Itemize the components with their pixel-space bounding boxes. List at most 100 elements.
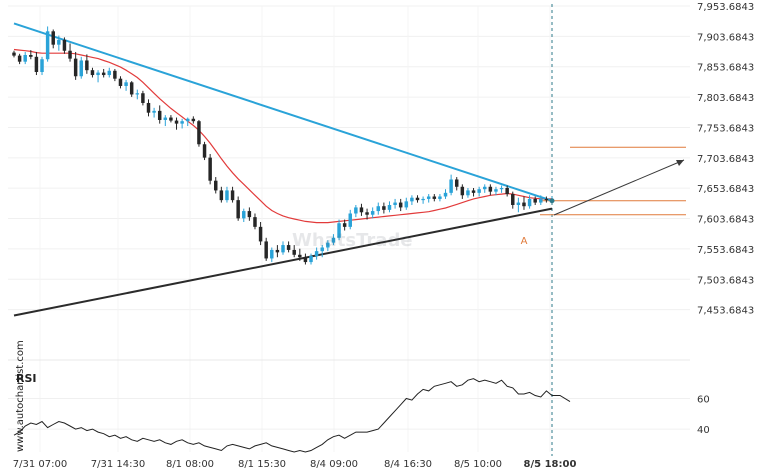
- candle-body: [342, 223, 347, 227]
- candle-body: [337, 223, 341, 238]
- candle-body: [23, 54, 27, 62]
- candle: [398, 198, 403, 212]
- candle: [331, 234, 336, 246]
- candle: [376, 202, 381, 215]
- candle: [135, 89, 140, 100]
- candle-body: [219, 190, 224, 201]
- time-tick-label: 8/5 18:00: [524, 459, 577, 470]
- side-watermark: www.autochartist.com: [15, 340, 26, 452]
- levels: [540, 146, 686, 216]
- candle: [286, 241, 291, 253]
- candle: [214, 177, 218, 194]
- candle-body: [432, 196, 437, 199]
- candle: [29, 50, 33, 60]
- candle: [40, 56, 44, 76]
- candle-body: [68, 50, 72, 59]
- candle-body: [499, 187, 504, 190]
- candle-body: [331, 237, 336, 243]
- candle-body: [320, 247, 324, 252]
- candle-body: [398, 202, 403, 208]
- candle-body: [57, 39, 61, 45]
- candle-body: [298, 254, 302, 258]
- candle: [471, 187, 476, 197]
- candle-body: [533, 198, 537, 203]
- candle-body: [146, 102, 151, 113]
- candle-body: [79, 60, 83, 77]
- price-tick-label: 7,703.6843: [697, 154, 754, 165]
- candle-body: [426, 196, 431, 199]
- candle-body: [292, 249, 296, 255]
- candle-body: [483, 186, 487, 190]
- time-tick-label: 8/4 16:30: [384, 459, 432, 470]
- candle-body: [225, 190, 229, 201]
- candle-body: [516, 202, 521, 205]
- candle-body: [539, 198, 543, 203]
- candle-body: [365, 212, 369, 215]
- candle: [101, 68, 106, 78]
- time-tick-label: 8/4 09:00: [310, 459, 358, 470]
- candle: [460, 184, 465, 199]
- candle: [118, 76, 123, 89]
- candle: [314, 247, 319, 260]
- brand-watermark: WhatsTrade: [292, 230, 413, 251]
- candle: [219, 186, 224, 203]
- candle: [449, 174, 453, 196]
- candle-body: [236, 200, 240, 219]
- candle: [51, 29, 55, 49]
- candle-body: [169, 117, 173, 121]
- moving-average-line: [13, 48, 552, 224]
- candle: [404, 197, 409, 210]
- candle-body: [247, 211, 252, 218]
- candle-body: [359, 207, 364, 213]
- candle: [511, 191, 515, 209]
- candle: [208, 153, 212, 185]
- candle-body: [230, 190, 235, 201]
- candle: [454, 177, 459, 191]
- candle-body: [376, 206, 381, 212]
- rsi-tick-label: 60: [697, 395, 710, 406]
- candle-body: [214, 180, 218, 191]
- candle-body: [62, 39, 67, 51]
- candle: [169, 115, 173, 123]
- candle: [163, 115, 168, 127]
- candle: [90, 67, 95, 78]
- candle-body: [275, 249, 280, 253]
- candle: [443, 189, 448, 199]
- candle: [494, 186, 498, 196]
- candle: [426, 194, 431, 203]
- candles: [12, 26, 554, 265]
- axes: 7,953.6843 7,903.6843 7,853.6843 7,803.6843…: [13, 2, 754, 470]
- candle-body: [185, 118, 190, 122]
- candle-body: [258, 226, 263, 242]
- candle: [303, 253, 308, 265]
- candle: [326, 240, 330, 252]
- candle: [113, 68, 117, 82]
- candle-body: [505, 187, 509, 195]
- time-tick-label: 7/31 07:00: [13, 459, 67, 470]
- candle: [320, 245, 324, 258]
- candle: [17, 53, 22, 65]
- price-tick-label: 7,953.6843: [697, 2, 754, 13]
- grid: [8, 4, 690, 456]
- candle-body: [393, 202, 397, 205]
- candle-body: [264, 241, 268, 259]
- breakout-point-marker: [549, 198, 555, 204]
- price-tick-label: 7,803.6843: [697, 93, 754, 104]
- candle: [270, 247, 274, 263]
- candle: [298, 248, 302, 261]
- candle-body: [270, 249, 274, 259]
- candle: [499, 185, 504, 193]
- candle-body: [208, 157, 212, 181]
- candle: [337, 219, 341, 241]
- candle-body: [141, 93, 145, 103]
- candle-body: [438, 196, 442, 199]
- candle: [522, 196, 526, 210]
- candle-body: [410, 197, 414, 202]
- candle-body: [326, 242, 330, 248]
- candle: [23, 51, 27, 65]
- price-tick-label: 7,753.6843: [697, 123, 754, 134]
- candle: [57, 35, 61, 51]
- candle-body: [101, 72, 106, 76]
- rsi-tick-label: 40: [697, 425, 710, 436]
